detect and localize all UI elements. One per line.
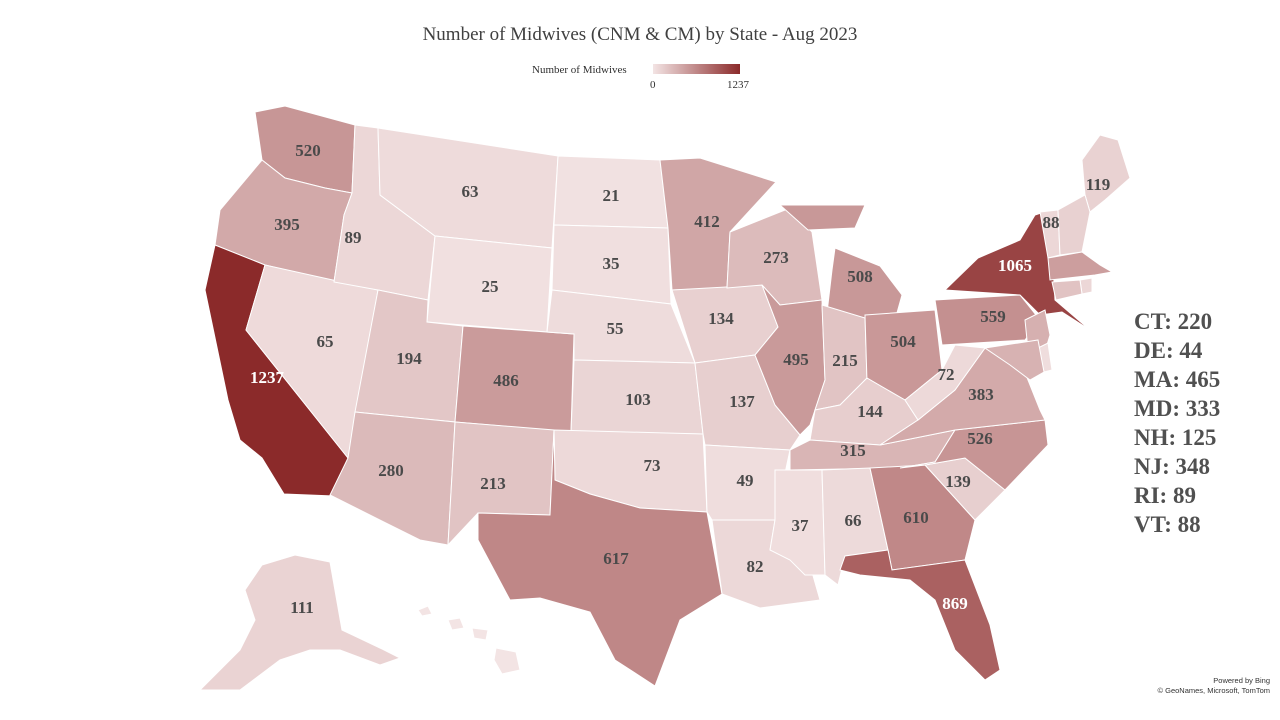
state-label-vt: 88 — [1043, 213, 1060, 232]
state-ma — [1047, 251, 1114, 281]
small-state-entry-de: DE: 44 — [1134, 338, 1203, 363]
state-label-la: 82 — [747, 557, 764, 576]
small-state-entry-nj: NJ: 348 — [1134, 454, 1211, 479]
state-ak — [198, 554, 402, 691]
state-label-ar: 49 — [737, 471, 754, 490]
state-shapes — [198, 105, 1131, 691]
state-label-il: 495 — [783, 350, 809, 369]
small-state-entry-nh: NH: 125 — [1134, 425, 1217, 450]
state-tx — [477, 429, 723, 687]
state-fl — [839, 549, 1001, 681]
state-ny — [943, 209, 1091, 331]
small-state-entry-vt: VT: 88 — [1134, 512, 1201, 537]
state-label-ok: 73 — [644, 456, 661, 475]
state-label-ut: 194 — [396, 349, 422, 368]
state-label-mi: 508 — [847, 267, 873, 286]
state-label-wv: 72 — [938, 365, 955, 384]
state-label-nc: 526 — [967, 429, 993, 448]
state-label-or: 395 — [274, 215, 300, 234]
state-label-co: 486 — [493, 371, 519, 390]
state-label-ms: 37 — [792, 516, 810, 535]
state-label-ca: 1237 — [250, 368, 285, 387]
state-label-mt: 63 — [462, 182, 479, 201]
state-label-ks: 103 — [625, 390, 651, 409]
map-title: Number of Midwives (CNM & CM) by State -… — [422, 24, 858, 45]
state-label-ky: 144 — [857, 402, 883, 421]
state-label-sd: 35 — [603, 254, 620, 273]
attribution-powered-by: Powered by Bing — [1213, 676, 1270, 685]
state-label-tn: 315 — [840, 441, 866, 460]
state-ct — [1051, 279, 1083, 301]
attribution-sources: © GeoNames, Microsoft, TomTom — [1157, 686, 1271, 695]
state-il — [754, 284, 826, 436]
legend-min-label: 0 — [650, 79, 656, 91]
state-label-mn: 412 — [694, 212, 720, 231]
state-label-me: 119 — [1086, 175, 1111, 194]
state-label-ne: 55 — [607, 319, 624, 338]
map-attribution: Powered by Bing © GeoNames, Microsoft, T… — [1158, 676, 1271, 696]
state-label-ny: 1065 — [998, 256, 1032, 275]
state-label-mo: 137 — [729, 392, 755, 411]
state-nc — [899, 419, 1049, 491]
state-label-ak: 111 — [290, 598, 314, 617]
legend: Number of Midwives 0 1237 — [520, 62, 760, 94]
state-label-sc: 139 — [945, 472, 971, 491]
legend-title: Number of Midwives — [532, 64, 627, 76]
state-hi — [417, 605, 521, 675]
state-label-va: 383 — [968, 385, 994, 404]
small-states-list: CT: 220 DE: 44 MA: 465 MD: 333 NH: 125 N… — [1134, 307, 1220, 539]
state-label-al: 66 — [845, 511, 862, 530]
state-label-in: 215 — [832, 351, 858, 370]
state-label-az: 280 — [378, 461, 404, 480]
state-labels: 520 395 1237 65 89 63 25 194 280 486 213 21 35 55 103 7… — [250, 141, 1110, 617]
state-label-tx: 617 — [603, 549, 629, 568]
state-label-wa: 520 — [295, 141, 321, 160]
state-label-fl: 869 — [942, 594, 968, 613]
state-label-id: 89 — [345, 228, 362, 247]
small-state-entry-ri: RI: 89 — [1134, 483, 1196, 508]
state-label-ga: 610 — [903, 508, 929, 527]
legend-max-label: 1237 — [727, 79, 749, 91]
state-label-pa: 559 — [980, 307, 1006, 326]
legend-gradient-bar — [653, 64, 740, 74]
state-me — [1081, 134, 1131, 213]
small-state-entry-ct: CT: 220 — [1134, 309, 1213, 334]
small-state-entry-ma: MA: 465 — [1134, 367, 1221, 392]
state-label-wi: 273 — [763, 248, 789, 267]
state-nh — [1057, 194, 1091, 256]
state-label-ia: 134 — [708, 309, 734, 328]
small-state-entry-md: MD: 333 — [1134, 396, 1221, 421]
state-label-nm: 213 — [480, 474, 506, 493]
state-label-nv: 65 — [317, 332, 334, 351]
state-label-nd: 21 — [603, 186, 620, 205]
state-md — [983, 339, 1045, 381]
state-label-wy: 25 — [482, 277, 499, 296]
state-label-oh: 504 — [890, 332, 916, 351]
